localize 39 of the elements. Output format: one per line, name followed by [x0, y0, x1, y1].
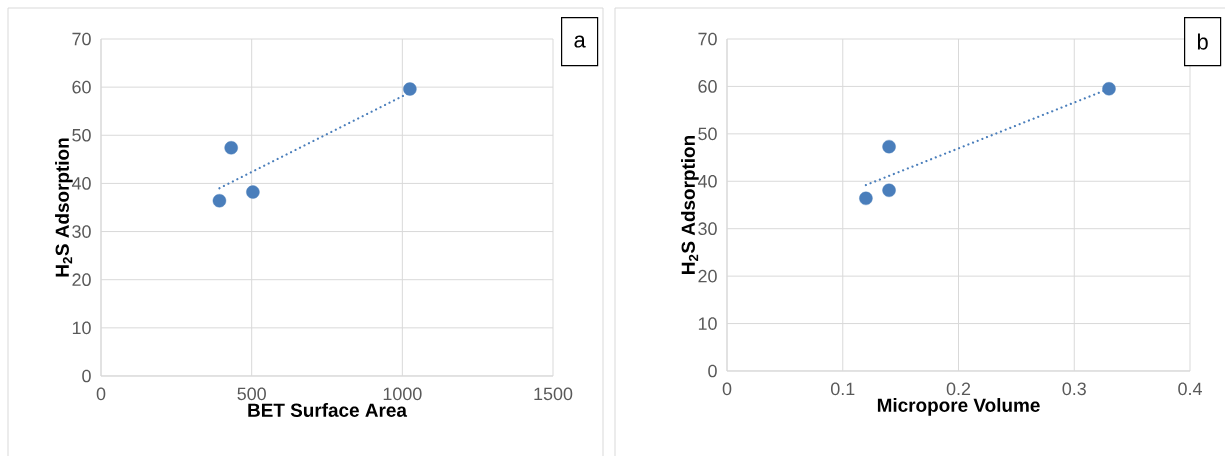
- x-tick-label: 0.2: [946, 382, 971, 396]
- y-tick-label: 40: [697, 174, 717, 188]
- x-tick-label: 500: [237, 387, 266, 401]
- x-axis-title: Micropore Volume: [877, 398, 1040, 416]
- y-tick-label: 70: [72, 32, 91, 46]
- y-tick-label: 0: [82, 369, 91, 383]
- text: a: [574, 35, 586, 48]
- x-tick-label: 1000: [383, 387, 422, 401]
- point: [859, 191, 873, 206]
- y-axis-title: H$_{2}$S Adsorption: [681, 135, 699, 274]
- x-tick-label: 0.1: [831, 382, 855, 396]
- point: [246, 185, 260, 199]
- y-tick-label: 50: [698, 127, 717, 141]
- x-tick-label: 0.3: [1062, 382, 1086, 396]
- y-tick-label: 20: [72, 273, 91, 287]
- y-tick-label: 50: [72, 128, 91, 142]
- y-tick-label: 0: [708, 364, 717, 378]
- y-tick-label: 40: [71, 177, 91, 190]
- x-tick-label: 1500: [534, 387, 573, 401]
- y-tick-label: 60: [698, 80, 717, 93]
- y-tick-label: 10: [698, 317, 717, 330]
- y-tick-label: 60: [72, 80, 91, 94]
- x-tick-label: 0: [96, 387, 106, 401]
- point: [882, 183, 896, 197]
- y-tick-label: 30: [698, 222, 717, 236]
- point: [212, 194, 227, 208]
- point: [1102, 82, 1116, 96]
- y-tick-label: 30: [72, 225, 91, 238]
- point: [224, 141, 238, 155]
- y-tick-label: 10: [72, 321, 91, 335]
- y-tick-label: 20: [698, 269, 717, 283]
- y-tick-label: 70: [698, 32, 717, 46]
- x-axis-title: BET Surface Area: [248, 403, 408, 417]
- y-axis-title: H$_{2}$S Adsorption: [55, 138, 73, 277]
- text: b: [1197, 33, 1208, 50]
- point: [403, 82, 417, 96]
- x-tick-label: 0.4: [1178, 382, 1202, 396]
- x-tick-label: 0: [722, 382, 732, 396]
- point: [882, 139, 896, 154]
